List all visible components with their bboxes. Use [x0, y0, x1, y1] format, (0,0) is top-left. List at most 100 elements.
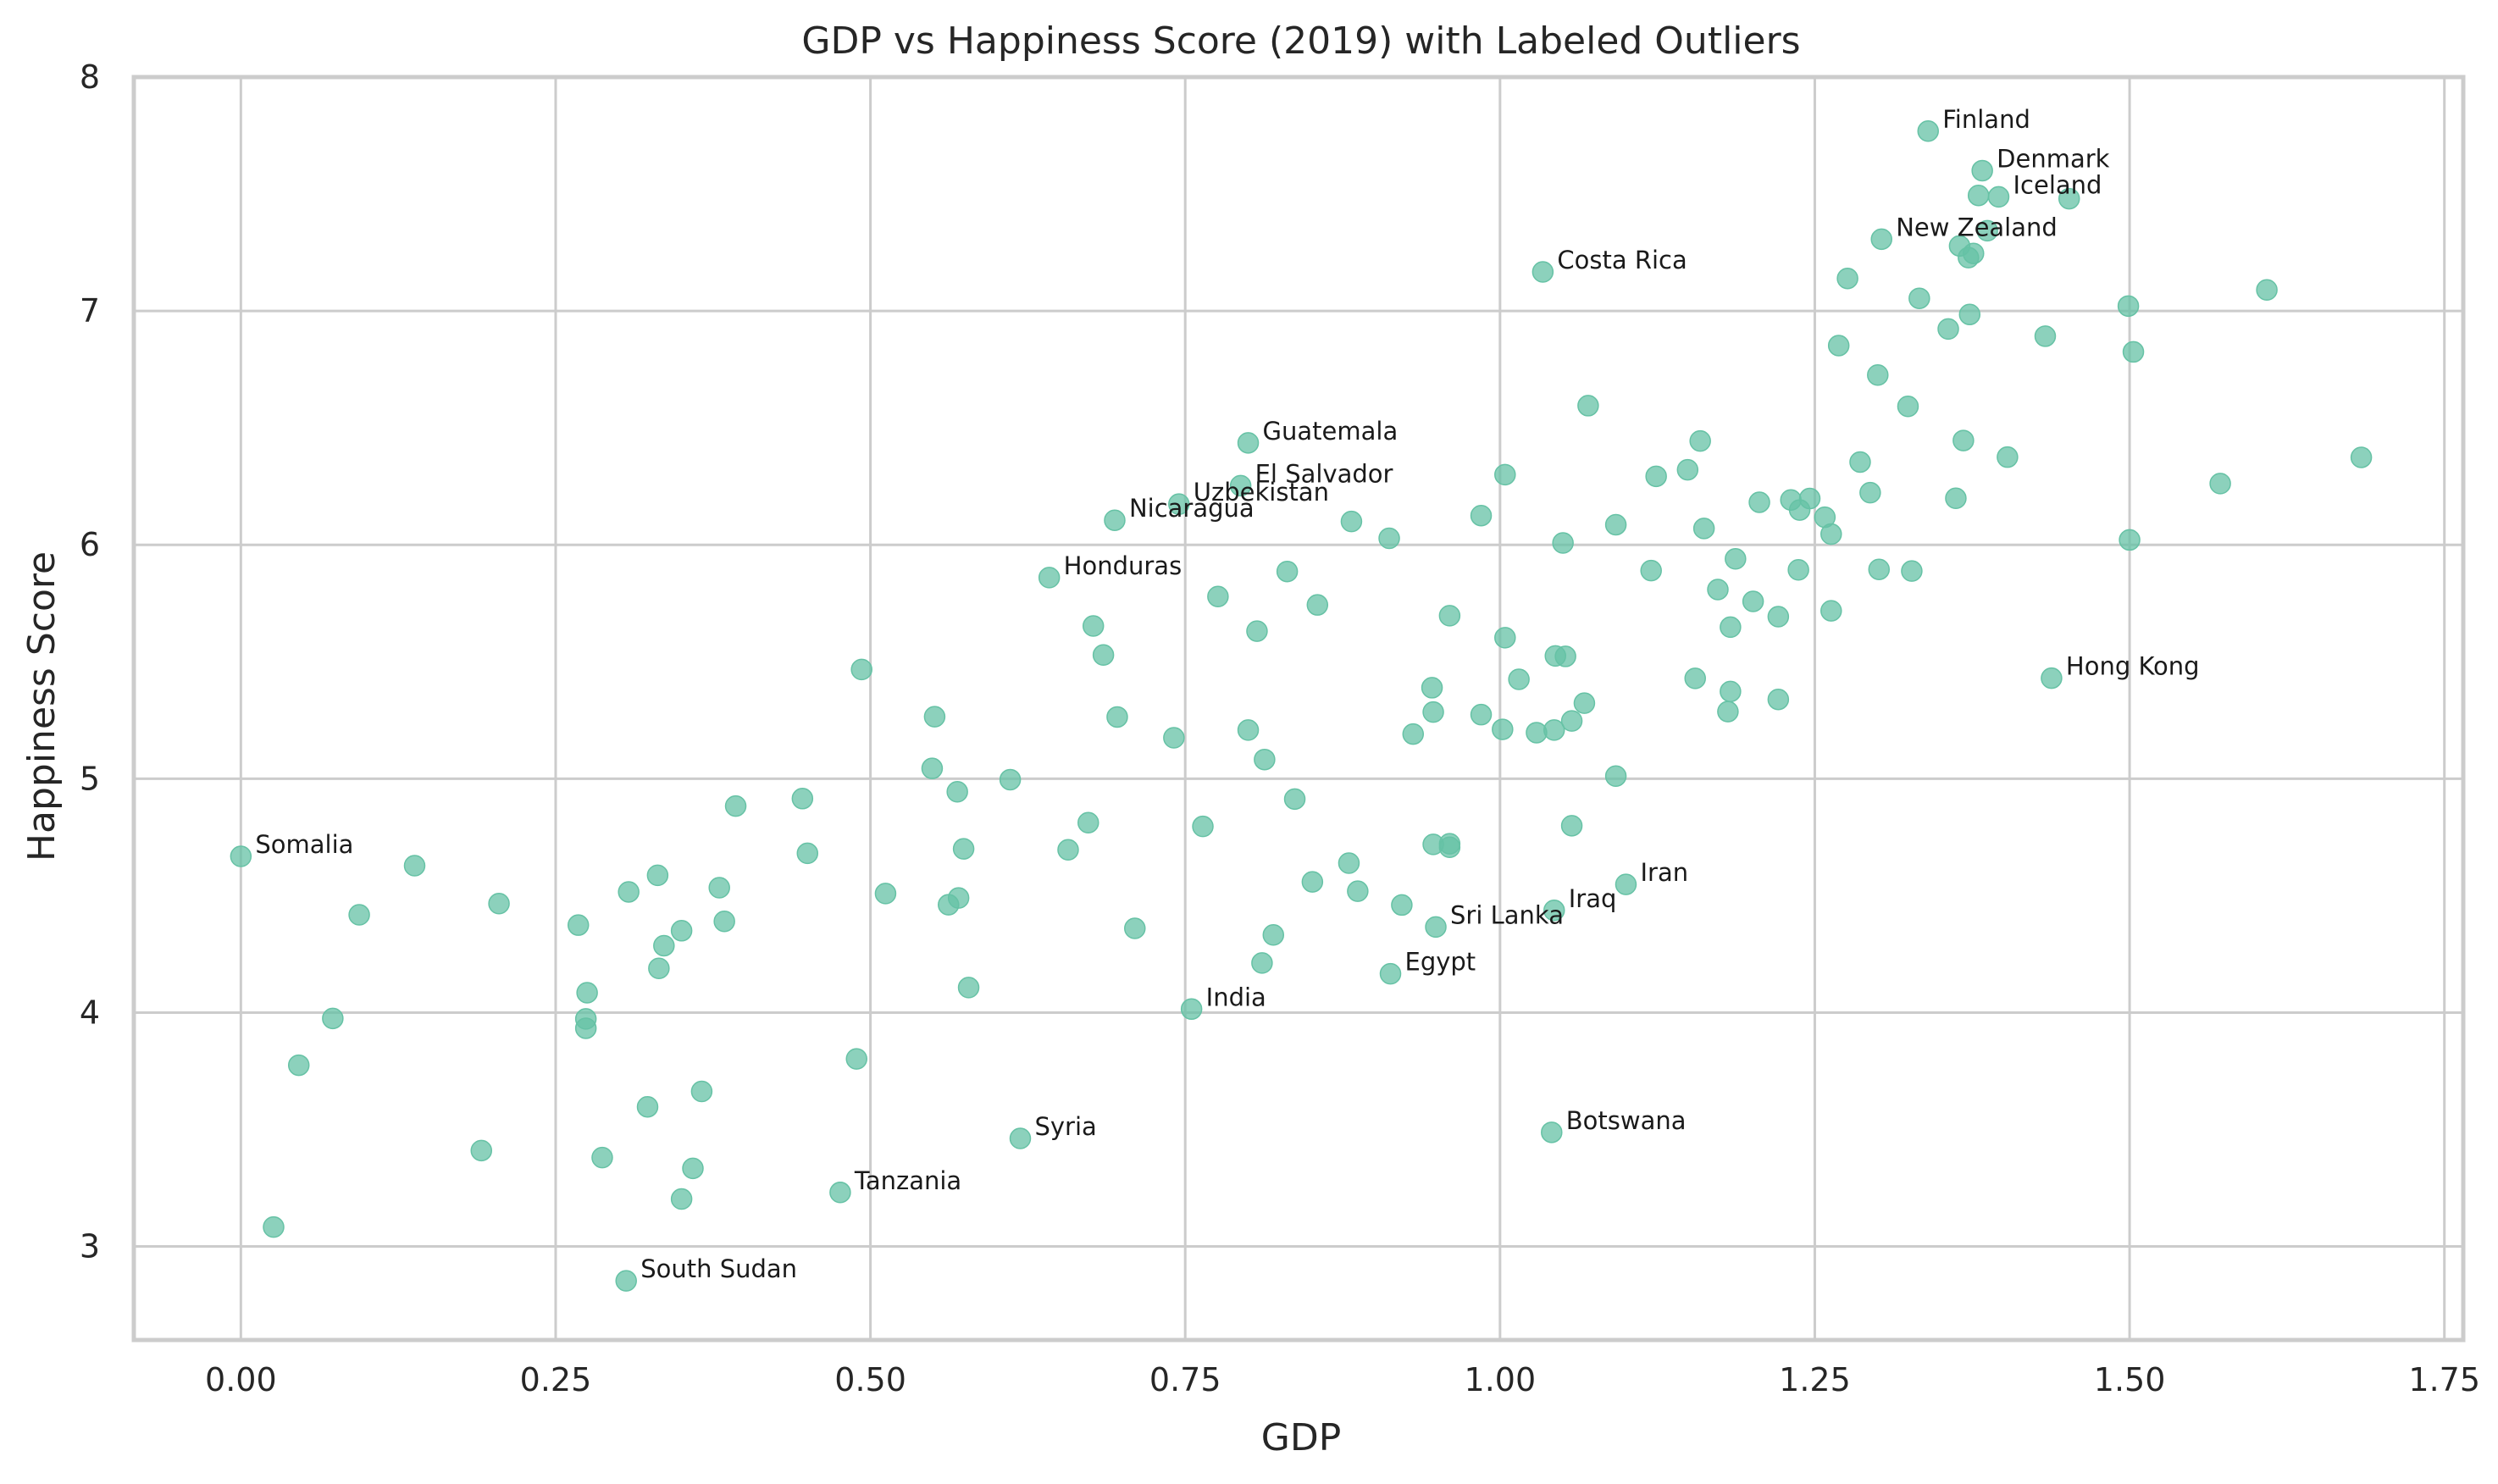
- data-point: [999, 768, 1022, 791]
- data-point: [1684, 667, 1706, 689]
- point-annotation: Finland: [1942, 105, 2030, 134]
- data-point: [1767, 606, 1790, 628]
- data-point: [2256, 279, 2278, 302]
- data-point: [1937, 318, 1959, 341]
- data-point: [1340, 510, 1363, 533]
- data-point: [263, 1215, 285, 1238]
- data-point: [1438, 836, 1461, 858]
- data-point: [1106, 706, 1128, 728]
- point-annotation: Honduras: [1064, 551, 1183, 580]
- point-annotation: Denmark: [1997, 144, 2109, 173]
- data-point: [1543, 719, 1565, 741]
- data-point: [1976, 219, 1998, 242]
- data-point: [670, 1188, 693, 1210]
- data-point: [1422, 700, 1444, 723]
- data-point: [1438, 605, 1461, 627]
- data-point: [574, 1017, 597, 1039]
- data-point: [348, 904, 370, 926]
- data-point: [1573, 692, 1596, 714]
- data-point: [1246, 620, 1268, 642]
- data-points: [230, 120, 2373, 1292]
- data-point: [1560, 710, 1583, 732]
- point-annotation: Somalia: [255, 830, 353, 859]
- data-point: [1543, 900, 1565, 922]
- data-point: [1604, 513, 1627, 536]
- data-point: [1425, 916, 1447, 939]
- data-point: [1742, 590, 1764, 612]
- data-point: [1692, 518, 1715, 540]
- point-annotation: Guatemala: [1263, 417, 1399, 446]
- data-point: [567, 914, 590, 936]
- data-point: [1526, 722, 1548, 744]
- data-point: [636, 1095, 659, 1118]
- data-point: [618, 881, 640, 903]
- x-axis-label: GDP: [1261, 1416, 1342, 1459]
- data-point: [1254, 748, 1276, 771]
- data-point: [1820, 523, 1842, 545]
- y-axis-label: Happiness Score: [20, 551, 64, 861]
- point-annotation: Uzbekistan: [1194, 478, 1329, 507]
- x-tick-label: 1.25: [1779, 1361, 1851, 1398]
- y-tick-label: 8: [80, 58, 100, 96]
- y-tick-label: 4: [80, 994, 100, 1031]
- data-point: [957, 977, 980, 999]
- data-point: [1470, 504, 1493, 527]
- data-point: [1645, 465, 1667, 488]
- data-point: [1391, 894, 1413, 916]
- data-point: [322, 1007, 344, 1030]
- data-point: [1859, 481, 1881, 504]
- x-axis-ticks: 0.00 0.25 0.50 0.75 1.00 1.25 1.50 1.75: [205, 1361, 2480, 1398]
- data-point: [1552, 532, 1574, 554]
- data-point: [2041, 667, 2063, 689]
- data-point: [1820, 600, 1842, 622]
- data-point: [1531, 261, 1554, 283]
- data-point: [470, 1139, 493, 1162]
- data-point: [1958, 303, 1981, 326]
- plot-frame: [131, 75, 2466, 1343]
- point-annotation: Costa Rica: [1557, 246, 1687, 274]
- data-point: [952, 838, 975, 860]
- data-point: [1082, 615, 1105, 637]
- data-point: [653, 934, 675, 957]
- data-point: [1402, 723, 1425, 745]
- data-point: [938, 894, 960, 916]
- data-point: [1229, 474, 1252, 497]
- data-point: [923, 706, 946, 728]
- data-point: [1104, 509, 1126, 531]
- data-point: [2350, 446, 2373, 468]
- data-point: [1849, 451, 1871, 473]
- data-point: [1560, 815, 1583, 837]
- data-point: [1767, 688, 1790, 711]
- data-point: [1038, 567, 1061, 589]
- data-point: [1338, 852, 1360, 874]
- data-point: [1971, 159, 1993, 182]
- data-point: [1827, 335, 1850, 357]
- data-point: [1868, 558, 1891, 580]
- point-annotation: India: [1206, 983, 1266, 1011]
- data-point: [1421, 677, 1443, 699]
- point-annotation: Iran: [1640, 858, 1688, 887]
- data-point: [1057, 839, 1079, 861]
- data-point: [1470, 703, 1493, 726]
- data-point: [488, 893, 510, 915]
- data-point: [1640, 559, 1662, 582]
- point-annotation: Nicaragua: [1129, 494, 1255, 523]
- data-point: [1901, 560, 1923, 582]
- data-point: [1237, 432, 1260, 454]
- data-point: [2034, 325, 2057, 347]
- y-tick-label: 6: [80, 526, 100, 563]
- data-point: [1997, 446, 2019, 468]
- x-tick-label: 0.50: [834, 1361, 906, 1398]
- data-point: [615, 1270, 637, 1292]
- data-point: [2119, 529, 2141, 551]
- data-point: [2058, 187, 2080, 210]
- data-point: [1251, 952, 1273, 974]
- data-point: [1676, 458, 1699, 481]
- point-annotation: South Sudan: [640, 1254, 797, 1283]
- point-annotation: Sri Lanka: [1450, 900, 1564, 929]
- data-point: [946, 781, 968, 803]
- data-point: [1168, 493, 1190, 515]
- data-point: [921, 757, 944, 779]
- data-point: [1492, 718, 1514, 740]
- point-annotation: Botswana: [1566, 1106, 1687, 1135]
